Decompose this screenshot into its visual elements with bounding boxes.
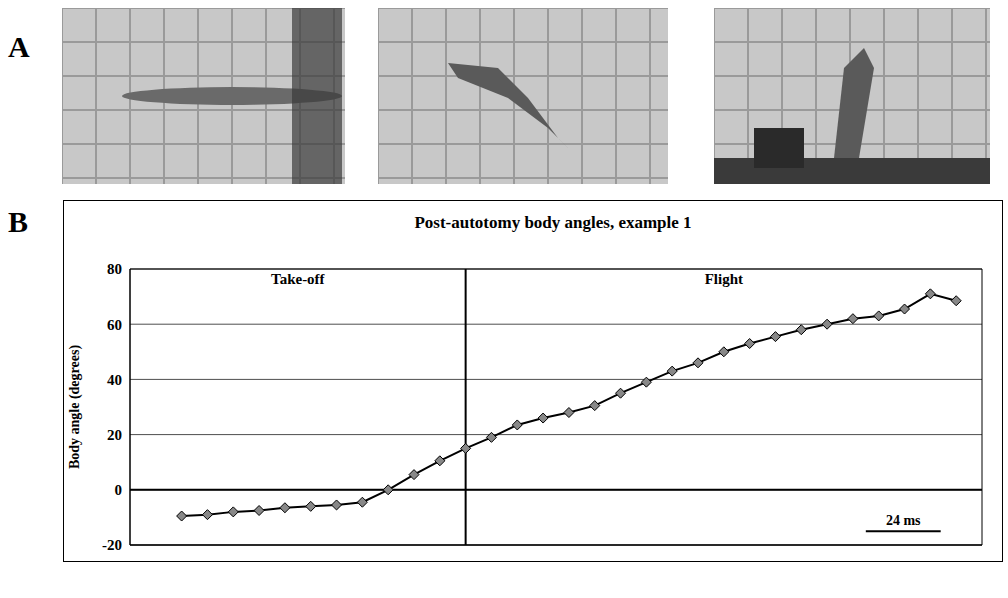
svg-text:40: 40 bbox=[107, 372, 122, 388]
svg-text:24 ms: 24 ms bbox=[886, 513, 921, 528]
svg-text:Take-off: Take-off bbox=[271, 271, 326, 287]
svg-text:Flight: Flight bbox=[705, 271, 743, 287]
html-text:A: A bbox=[8, 30, 30, 63]
html-text:B: B bbox=[8, 205, 28, 238]
svg-text:60: 60 bbox=[107, 317, 122, 333]
svg-text:Body angle (degrees): Body angle (degrees) bbox=[67, 345, 83, 470]
html-text:Post-autotomy body angles, exa: Post-autotomy body angles, example 1 bbox=[414, 213, 692, 232]
svg-text:80: 80 bbox=[107, 261, 122, 277]
svg-text:0: 0 bbox=[115, 482, 123, 498]
svg-text:-20: -20 bbox=[102, 537, 122, 553]
svg-text:20: 20 bbox=[107, 427, 122, 443]
